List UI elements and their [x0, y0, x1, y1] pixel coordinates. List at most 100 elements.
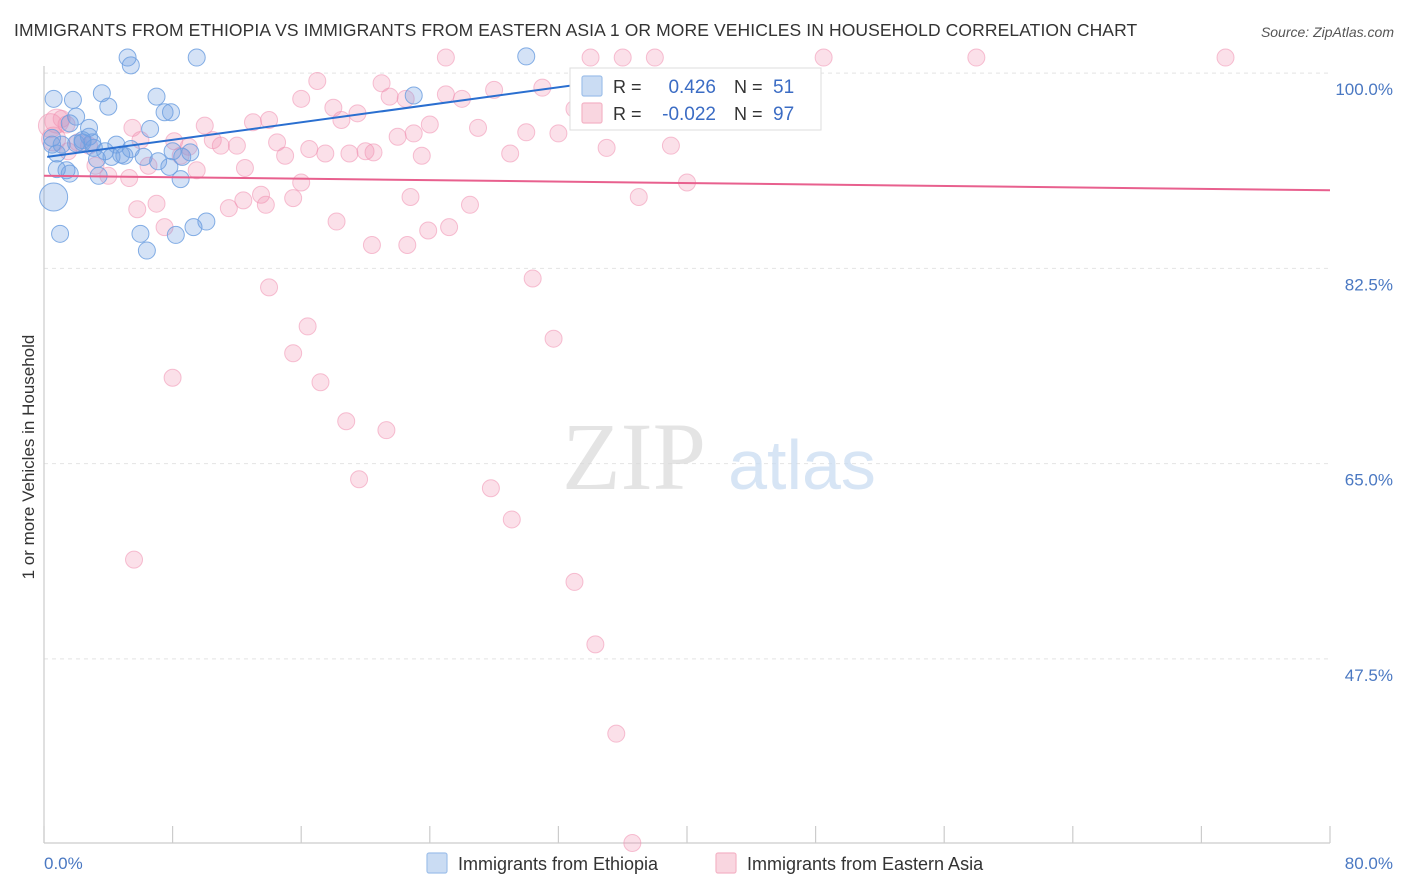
data-point-eastern-asia: [460, 195, 479, 214]
data-point-ethiopia: [52, 135, 71, 154]
legend-n-value-eastern-asia: 97: [773, 104, 794, 125]
data-point-ethiopia: [197, 212, 216, 231]
legend-swatch-eastern-asia: [581, 102, 603, 124]
data-point-eastern-asia: [292, 173, 311, 192]
data-point-eastern-asia: [86, 156, 105, 175]
data-point-eastern-asia: [276, 146, 295, 165]
data-point-eastern-asia: [544, 329, 563, 348]
data-point-ethiopia: [57, 161, 76, 180]
data-point-ethiopia: [131, 224, 150, 243]
data-point-eastern-asia: [440, 218, 459, 237]
data-point-eastern-asia: [661, 136, 680, 155]
data-point-eastern-asia: [581, 48, 600, 67]
data-point-eastern-asia: [227, 136, 246, 155]
data-point-eastern-asia: [327, 212, 346, 231]
bottom-legend-swatch-eastern-asia: [715, 852, 737, 874]
data-point-eastern-asia: [364, 143, 383, 162]
data-point-ethiopia: [67, 107, 86, 126]
data-point-ethiopia: [163, 142, 182, 161]
data-point-eastern-asia: [485, 80, 504, 99]
data-point-eastern-asia: [337, 412, 356, 431]
data-point-eastern-asia: [332, 111, 351, 130]
y-tick-label: 47.5%: [1345, 666, 1393, 685]
data-point-eastern-asia: [533, 78, 552, 97]
bottom-legend-swatch-ethiopia: [426, 852, 448, 874]
source-label: Source: ZipAtlas.com: [1260, 24, 1394, 40]
data-point-eastern-asia: [350, 470, 369, 489]
data-point-eastern-asia: [607, 724, 626, 743]
data-point-eastern-asia: [219, 199, 238, 218]
data-point-eastern-asia: [187, 161, 206, 180]
data-point-eastern-asia: [404, 124, 423, 143]
data-point-ethiopia: [43, 135, 62, 154]
data-point-ethiopia: [160, 157, 179, 176]
series-ethiopia-points: [39, 47, 536, 260]
data-point-eastern-asia: [125, 550, 144, 569]
trend-line-eastern-asia: [43, 174, 1331, 192]
y-tick-label: 65.0%: [1345, 471, 1393, 490]
legend-r-label-eastern-asia: R =: [613, 104, 642, 124]
data-point-eastern-asia: [597, 138, 616, 157]
watermark: ZIP atlas: [562, 403, 876, 510]
data-point-eastern-asia: [1216, 48, 1235, 67]
data-point-eastern-asia: [68, 133, 87, 152]
y-tick-label: 82.5%: [1345, 275, 1393, 294]
legend-box: [569, 67, 822, 131]
legend: R = 0.426 N = 51 R = -0.022 N = 97: [569, 67, 822, 131]
data-point-ethiopia: [121, 56, 140, 75]
axes: [43, 66, 1331, 844]
data-point-ethiopia: [60, 114, 79, 133]
data-point-ethiopia: [155, 103, 174, 122]
data-point-ethiopia: [166, 225, 185, 244]
data-point-eastern-asia: [401, 188, 420, 207]
data-point-eastern-asia: [260, 278, 279, 297]
data-point-eastern-asia: [412, 146, 431, 165]
data-point-eastern-asia: [340, 144, 359, 163]
data-point-eastern-asia: [139, 156, 158, 175]
data-point-ethiopia: [517, 47, 536, 66]
legend-r-value-ethiopia: 0.426: [668, 77, 716, 98]
data-point-ethiopia: [404, 86, 423, 105]
data-point-eastern-asia: [517, 123, 536, 142]
x-tick-label: 80.0%: [1345, 854, 1393, 873]
data-point-eastern-asia: [243, 113, 262, 132]
data-point-eastern-asia: [645, 48, 664, 67]
data-point-eastern-asia: [308, 71, 327, 90]
data-point-eastern-asia: [814, 48, 833, 67]
legend-n-value-ethiopia: 51: [773, 77, 794, 98]
data-point-eastern-asia: [268, 133, 287, 152]
data-point-ethiopia: [51, 224, 70, 243]
data-point-eastern-asia: [362, 235, 381, 254]
grid-lines: [44, 72, 1330, 660]
data-point-eastern-asia: [147, 194, 166, 213]
watermark-zip: ZIP: [562, 403, 706, 510]
legend-n-label-ethiopia: N =: [734, 77, 763, 97]
watermark-atlas: atlas: [728, 426, 876, 504]
data-point-eastern-asia: [388, 127, 407, 146]
data-point-eastern-asia: [128, 200, 147, 219]
data-point-ethiopia: [161, 103, 180, 122]
data-point-ethiopia: [137, 241, 156, 260]
data-point-eastern-asia: [629, 188, 648, 207]
data-point-eastern-asia: [565, 572, 584, 591]
data-point-ethiopia: [83, 133, 102, 152]
data-point-eastern-asia: [967, 48, 986, 67]
data-point-eastern-asia: [623, 834, 642, 852]
data-point-eastern-asia: [398, 235, 417, 254]
data-point-eastern-asia: [613, 48, 632, 67]
data-point-eastern-asia: [372, 74, 391, 93]
data-point-eastern-asia: [292, 89, 311, 108]
data-point-eastern-asia: [234, 191, 253, 210]
data-point-eastern-asia: [252, 185, 271, 204]
data-point-eastern-asia: [377, 421, 396, 440]
data-point-eastern-asia: [235, 158, 254, 177]
data-point-eastern-asia: [380, 87, 399, 106]
data-point-eastern-asia: [420, 115, 439, 134]
data-point-ethiopia: [39, 182, 69, 212]
data-point-eastern-asia: [316, 144, 335, 163]
data-point-eastern-asia: [298, 317, 317, 336]
bottom-legend: Immigrants from Ethiopia Immigrants from…: [426, 852, 984, 874]
data-point-eastern-asia: [436, 85, 455, 104]
data-point-eastern-asia: [419, 221, 438, 240]
